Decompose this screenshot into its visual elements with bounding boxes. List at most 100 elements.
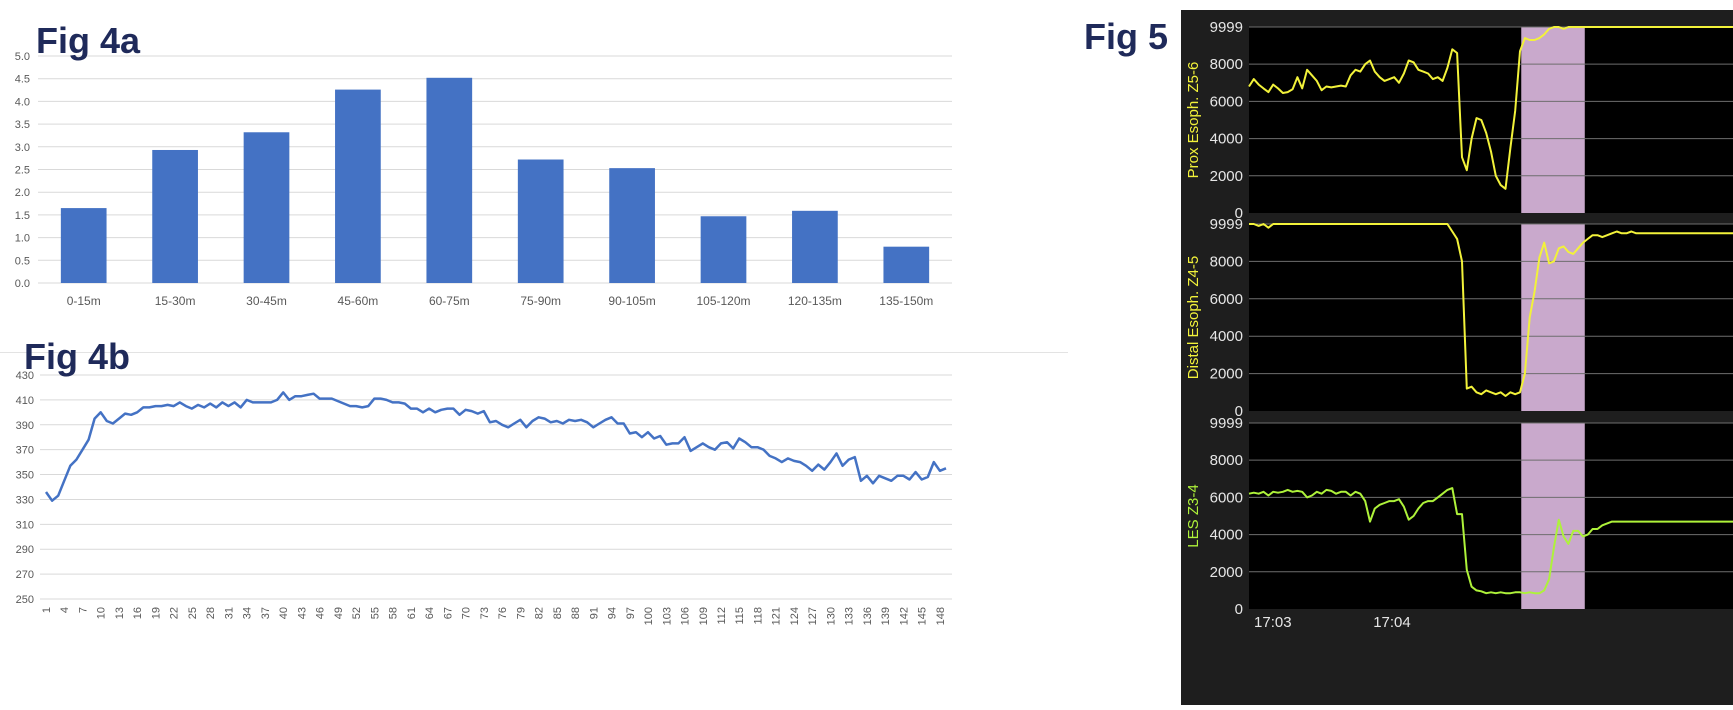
x-tick-label: 16 — [132, 607, 144, 619]
x-tick-label: 7 — [77, 607, 89, 613]
trace-panel-bg — [1249, 423, 1733, 609]
x-tick-label: 1 — [41, 607, 53, 613]
x-tick-label: 58 — [388, 607, 400, 619]
bar — [700, 216, 747, 283]
y-tick-label: 8000 — [1210, 253, 1243, 270]
y-tick-label: 2000 — [1210, 168, 1243, 185]
y-tick-label: 0 — [1235, 601, 1243, 618]
y-tick-label: 6000 — [1210, 489, 1243, 506]
x-tick-label: 142 — [898, 607, 910, 625]
x-tick-label: 105-120m — [696, 294, 750, 308]
x-tick-label: 37 — [260, 607, 272, 619]
x-tick-label: 34 — [242, 607, 254, 619]
x-tick-label: 115 — [734, 607, 746, 625]
y-tick-label: 8000 — [1210, 452, 1243, 469]
x-tick-label: 19 — [150, 607, 162, 619]
x-tick-label: 4 — [59, 607, 71, 613]
trace-ylabel: LES Z3-4 — [1185, 484, 1202, 547]
x-tick-label: 13 — [114, 607, 126, 619]
x-tick-label: 61 — [406, 607, 418, 619]
y-tick-label: 0.5 — [15, 255, 30, 267]
pressure-trace — [1248, 26, 1733, 190]
y-tick-label: 9999 — [1210, 216, 1243, 233]
x-tick-label: 88 — [570, 607, 582, 619]
fig4b-line-chart: 250 270 290 310 330 350 370 390 410 430 1 4 7 10 13 16 1… — [16, 370, 952, 625]
x-tick-label: 49 — [333, 607, 345, 619]
trace-ylabel: Prox Esoph. Z5-6 — [1185, 62, 1202, 179]
x-tick-label: 52 — [351, 607, 363, 619]
bar — [517, 159, 564, 283]
y-tick-label: 0.0 — [15, 278, 30, 290]
x-tick-label: 148 — [935, 607, 947, 625]
fig5-pressure-traces: 0 2000 4000 6000 8000 9999 Prox Esoph. Z5-6 0 20… — [1185, 19, 1733, 631]
y-tick-label: 4000 — [1210, 527, 1243, 544]
bar — [152, 149, 198, 283]
highlight-window — [1521, 27, 1585, 213]
highlight-window — [1521, 423, 1585, 609]
bar — [883, 246, 930, 283]
x-tick-label: 100 — [643, 607, 655, 625]
x-tick-label: 0-15m — [67, 294, 101, 308]
bar — [609, 168, 655, 283]
x-tick-label: 75-90m — [520, 294, 561, 308]
y-tick-label: 250 — [16, 594, 34, 606]
time-tick-label: 17:04 — [1373, 614, 1411, 631]
y-tick-label: 9999 — [1210, 19, 1243, 36]
trace-panel-bg — [1249, 27, 1733, 213]
x-tick-label: 120-135m — [788, 294, 842, 308]
x-tick-label: 136 — [862, 607, 874, 625]
x-tick-label: 97 — [625, 607, 637, 619]
trace-ylabel: Distal Esoph. Z4-5 — [1185, 256, 1202, 379]
x-tick-label: 73 — [479, 607, 491, 619]
bar — [60, 208, 107, 283]
x-tick-label: 135-150m — [879, 294, 933, 308]
y-tick-label: 0 — [1235, 403, 1243, 420]
pressure-monitor: 0 2000 4000 6000 8000 9999 Prox Esoph. Z5-6 0 20… — [1181, 10, 1733, 705]
x-tick-label: 10 — [96, 607, 108, 619]
y-tick-label: 2.0 — [15, 187, 30, 199]
y-tick-label: 4000 — [1210, 131, 1243, 148]
y-tick-label: 430 — [16, 370, 34, 382]
x-tick-label: 145 — [917, 607, 929, 625]
x-tick-label: 90-105m — [608, 294, 655, 308]
x-tick-label: 112 — [716, 607, 728, 625]
y-tick-label: 290 — [16, 544, 34, 556]
fig4a-panel: Fig 4a 0.0 0.5 1.0 1.5 2.0 2.5 3.0 3.5 4.0 4.5 5.0… — [0, 0, 1069, 353]
x-tick-label: 31 — [223, 607, 235, 619]
fig4b-label: Fig 4b — [24, 336, 130, 377]
y-tick-label: 310 — [16, 519, 34, 531]
bar — [335, 89, 381, 283]
x-tick-label: 82 — [534, 607, 546, 619]
series-line — [44, 391, 947, 502]
y-tick-label: 9999 — [1210, 415, 1243, 432]
fig4a-label: Fig 4a — [36, 20, 141, 61]
x-tick-label: 46 — [315, 607, 327, 619]
fig4b-panel: Fig 4b 250 270 290 310 330 350 370 390 410 430 1 4 7… — [0, 336, 1068, 705]
pressure-trace — [1248, 487, 1733, 595]
x-tick-label: 64 — [424, 607, 436, 619]
y-tick-label: 4000 — [1210, 328, 1243, 345]
x-tick-label: 30-45m — [246, 294, 287, 308]
x-tick-label: 22 — [169, 607, 181, 619]
y-tick-label: 350 — [16, 470, 34, 482]
bar — [426, 77, 473, 284]
bar — [243, 132, 290, 283]
bar — [792, 210, 838, 283]
x-tick-label: 43 — [296, 607, 308, 619]
fig5-panel: Fig 5 0 2000 4000 6000 8000 9999 Prox Esoph. Z… — [1068, 0, 1733, 705]
x-tick-label: 25 — [187, 607, 199, 619]
y-tick-label: 390 — [16, 420, 34, 432]
y-tick-label: 2000 — [1210, 564, 1243, 581]
y-tick-label: 2000 — [1210, 366, 1243, 383]
x-tick-label: 103 — [661, 607, 673, 625]
x-tick-label: 124 — [789, 607, 801, 625]
x-tick-label: 40 — [278, 607, 290, 619]
highlight-window — [1521, 224, 1585, 411]
x-tick-label: 76 — [497, 607, 509, 619]
x-tick-label: 85 — [552, 607, 564, 619]
y-tick-label: 330 — [16, 494, 34, 506]
y-tick-label: 270 — [16, 569, 34, 581]
x-tick-label: 109 — [698, 607, 710, 625]
y-tick-label: 2.5 — [15, 165, 30, 177]
x-tick-label: 45-60m — [338, 294, 379, 308]
